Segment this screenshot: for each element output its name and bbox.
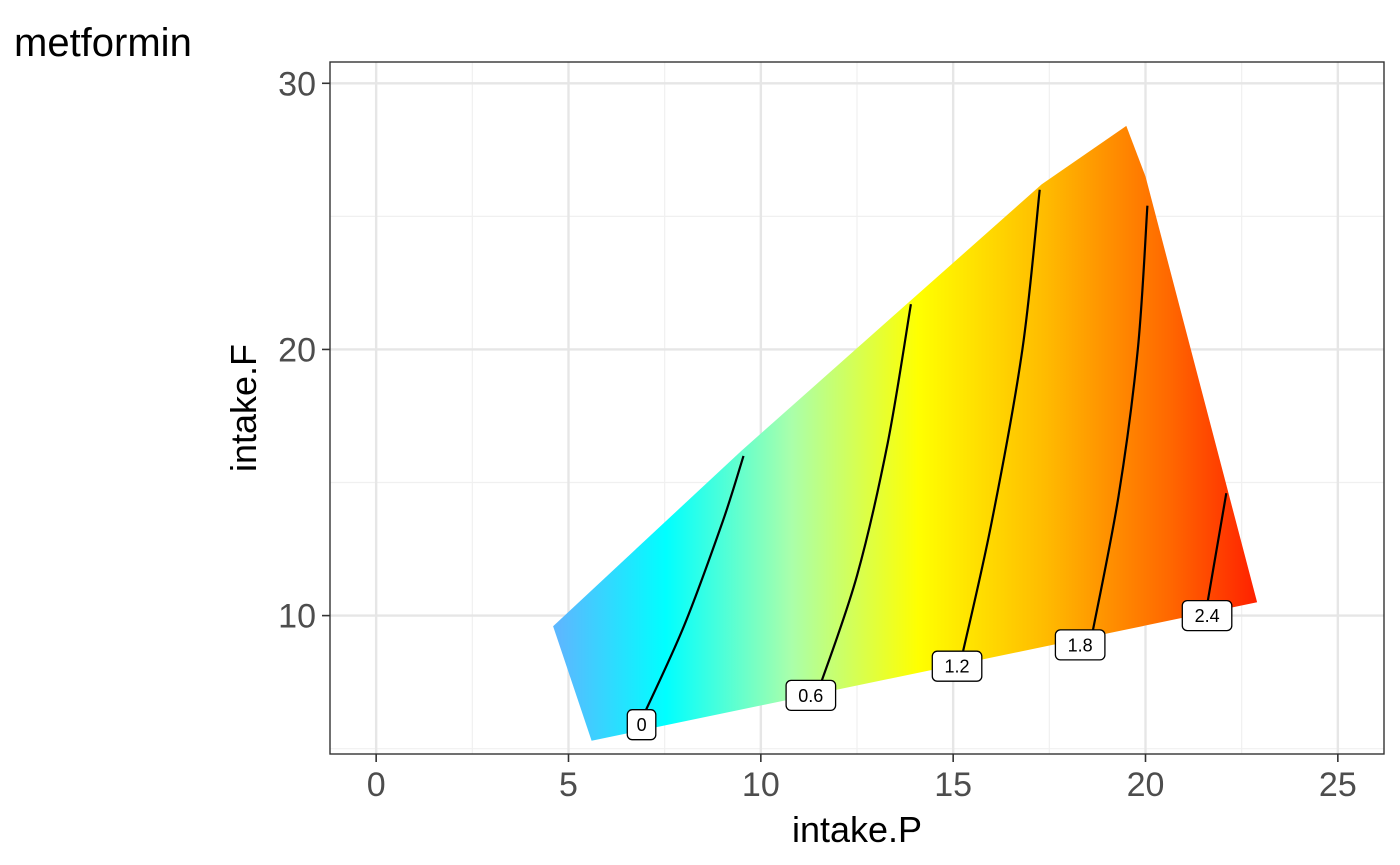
x-tick-label: 20	[1127, 766, 1165, 804]
contour-label: 0	[626, 709, 657, 741]
y-tick-label: 10	[278, 598, 316, 636]
x-axis-title: intake.P	[792, 809, 922, 850]
chart-title: metformin	[14, 21, 192, 65]
contour-label-box	[1181, 599, 1233, 632]
x-tick-label: 0	[367, 766, 386, 804]
contour-label: 1.2	[931, 650, 983, 682]
contour-label-text: 1.8	[1068, 635, 1093, 655]
y-axis: 10 20 30	[278, 65, 330, 636]
contour-label-text: 2.4	[1195, 606, 1220, 626]
contour-label-box	[931, 650, 983, 682]
contour-line	[640, 455, 745, 720]
contour-line	[1090, 205, 1149, 638]
x-tick-label: 15	[934, 766, 972, 804]
contour-labels: 0 0.6 1.2 1.8 2.4	[626, 599, 1233, 741]
contour-label: 1.8	[1054, 629, 1106, 661]
contour-label: 2.4	[1181, 599, 1233, 632]
x-tick-label: 25	[1319, 766, 1357, 804]
contour-label: 0.6	[785, 679, 837, 712]
contour-label-text: 0.6	[798, 686, 823, 706]
contour-label-text: 0	[637, 715, 647, 735]
contour-label-text: 1.2	[944, 657, 969, 677]
contour-lines	[640, 189, 1228, 720]
contour-label-box	[626, 709, 657, 741]
contour-label-box	[785, 679, 837, 712]
x-tick-label: 5	[559, 766, 578, 804]
contour-line	[1206, 493, 1228, 606]
x-axis: 0 5 10 15 20 25	[367, 754, 1357, 804]
panel-border	[329, 61, 1385, 755]
y-tick-label: 20	[278, 331, 316, 369]
x-tick-label: 10	[742, 766, 780, 804]
plot-panel: 0 0.6 1.2 1.8 2.4	[329, 61, 1385, 755]
contour-label-box	[1054, 629, 1106, 661]
contour-line	[959, 189, 1041, 662]
y-axis-title: intake.F	[223, 344, 264, 472]
y-tick-label: 30	[278, 65, 316, 103]
contour-line	[817, 304, 912, 691]
